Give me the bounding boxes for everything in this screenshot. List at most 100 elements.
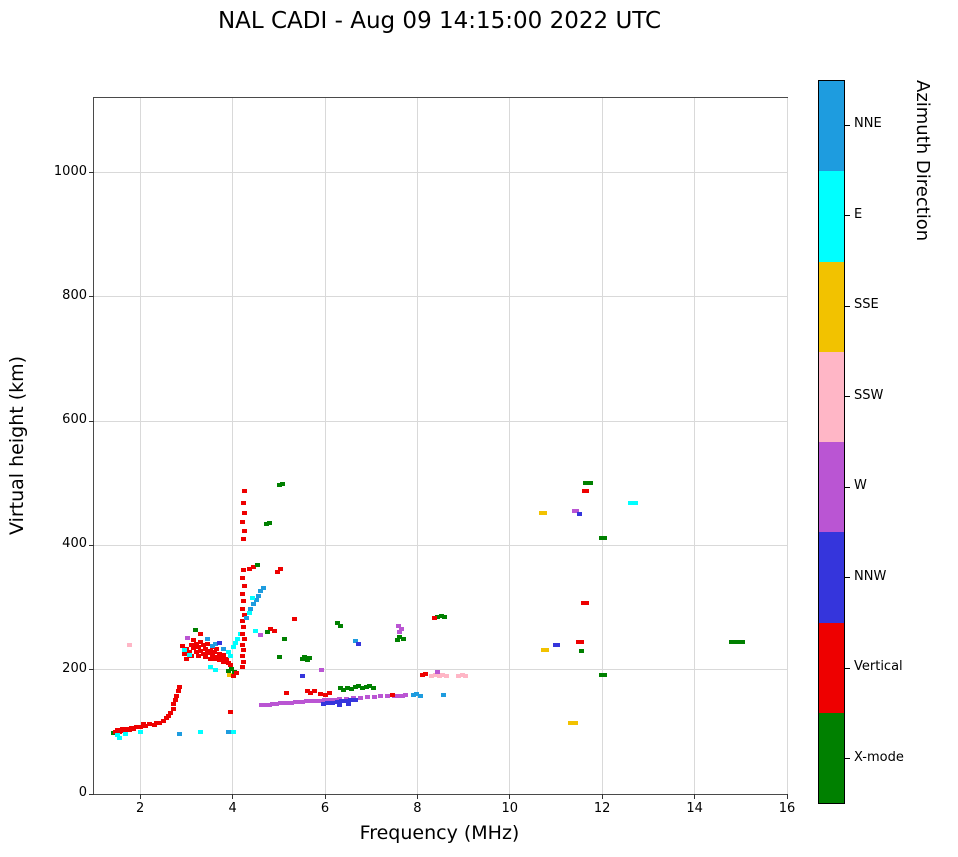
data-point: [580, 600, 586, 605]
data-point: [736, 640, 742, 645]
x-tick-6: [324, 794, 326, 799]
data-point: [274, 701, 280, 706]
data-point: [602, 673, 608, 678]
data-point: [200, 642, 206, 647]
data-point: [278, 567, 284, 572]
gridline-x-12: [601, 98, 603, 794]
data-point: [336, 696, 342, 701]
data-point: [182, 647, 188, 652]
data-point: [456, 673, 462, 678]
data-point: [334, 621, 340, 626]
data-point: [177, 731, 183, 736]
data-point: [246, 567, 252, 572]
data-point: [168, 710, 174, 715]
data-point: [356, 683, 362, 688]
data-point: [584, 488, 590, 493]
data-point: [410, 693, 416, 698]
data-point: [325, 701, 331, 706]
data-point: [179, 644, 185, 649]
data-point: [329, 697, 335, 702]
data-point: [352, 685, 358, 690]
data-point: [193, 650, 199, 655]
data-point: [299, 673, 305, 678]
data-point: [440, 672, 446, 677]
colorbar-label-NNW: NNW: [854, 568, 887, 584]
data-point: [339, 699, 345, 704]
colorbar-label-Vertical: Vertical: [854, 659, 903, 675]
data-point: [276, 655, 282, 660]
data-point: [214, 647, 220, 652]
data-point: [371, 695, 377, 700]
data-point: [436, 673, 442, 678]
data-point: [207, 649, 213, 654]
data-point: [348, 698, 354, 703]
data-point: [191, 645, 197, 650]
data-point: [216, 658, 222, 663]
data-point: [185, 636, 191, 641]
data-point: [240, 501, 246, 506]
data-point: [207, 656, 213, 661]
gridline-x-10: [509, 98, 511, 794]
data-point: [333, 697, 339, 702]
data-point: [310, 698, 316, 703]
gridline-y-800: [94, 296, 787, 298]
data-point: [577, 512, 583, 517]
data-point: [186, 652, 192, 657]
data-point: [353, 697, 359, 702]
data-point: [216, 651, 222, 656]
data-point: [256, 593, 261, 598]
data-point: [202, 647, 208, 652]
data-point: [221, 659, 227, 664]
data-point: [322, 698, 328, 703]
x-tick-label-2: 2: [136, 801, 145, 816]
x-tick-8: [416, 794, 418, 799]
gridline-y-400: [94, 544, 787, 546]
colorbar-label-SSE: SSE: [854, 297, 879, 313]
data-point: [191, 637, 197, 642]
data-point: [156, 721, 162, 726]
data-point: [432, 616, 438, 621]
data-point: [165, 713, 171, 718]
y-tick-0: [89, 793, 94, 795]
data-point: [276, 483, 282, 488]
gridline-x-8: [416, 98, 418, 794]
x-axis-label: Frequency (MHz): [359, 822, 520, 844]
data-point: [291, 616, 297, 621]
data-point: [263, 522, 269, 527]
colorbar-label-E: E: [854, 206, 863, 222]
data-point: [241, 613, 247, 618]
data-point: [270, 701, 276, 706]
data-point: [323, 692, 328, 697]
data-point: [630, 501, 636, 506]
y-tick-label-600: 600: [62, 412, 87, 428]
data-point: [260, 586, 266, 591]
data-point: [395, 624, 401, 629]
data-point: [258, 632, 264, 637]
x-tick-label-14: 14: [686, 801, 703, 816]
data-point: [346, 701, 352, 706]
data-point: [241, 584, 247, 589]
data-point: [200, 652, 206, 657]
data-point: [195, 645, 201, 650]
x-tick-label-6: 6: [320, 801, 330, 816]
data-point: [303, 699, 309, 704]
data-point: [193, 641, 199, 646]
data-point: [252, 629, 258, 634]
data-point: [434, 614, 440, 619]
data-point: [240, 591, 246, 596]
data-point: [192, 627, 198, 632]
data-point: [732, 640, 738, 645]
data-point: [296, 700, 302, 705]
data-point: [241, 599, 247, 604]
data-point: [266, 521, 272, 526]
x-tick-2: [139, 794, 141, 799]
data-point: [444, 673, 450, 678]
data-point: [241, 648, 247, 653]
data-point: [329, 700, 335, 705]
y-tick-label-200: 200: [62, 660, 87, 676]
y-tick-200: [89, 669, 94, 671]
data-point: [240, 520, 246, 525]
data-point: [207, 665, 213, 670]
data-point: [239, 631, 245, 636]
data-point: [123, 732, 129, 737]
